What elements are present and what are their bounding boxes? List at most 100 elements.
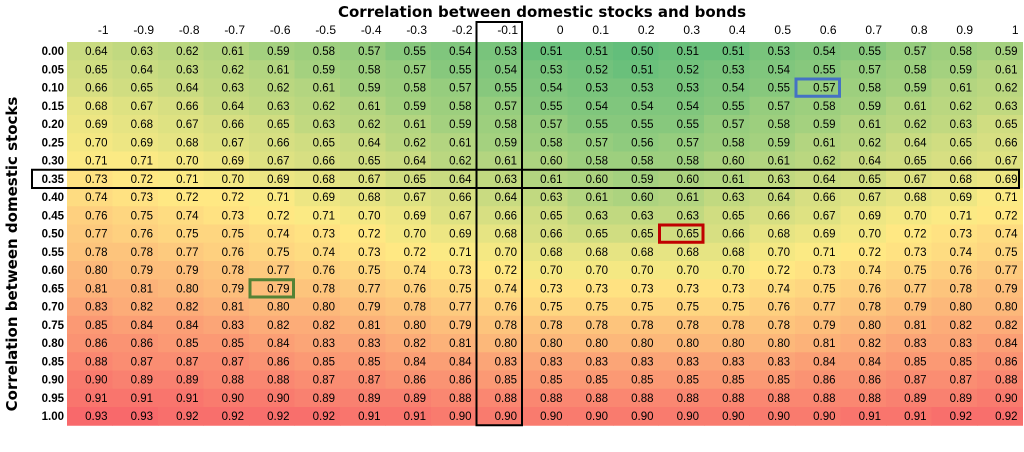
cell-value-label: 0.76 [495,302,517,314]
heat-cell [431,334,477,353]
cell-value-label: 0.82 [859,338,881,350]
cell-value-label: 0.58 [404,83,426,95]
cell-value-label: 0.65 [85,64,107,76]
heat-cell [476,169,523,189]
cell-value-label: 0.58 [495,119,517,131]
heat-cell [658,60,705,79]
heat-cell [567,407,614,426]
cell-value-label: 0.88 [722,393,744,405]
cell-value-label: 0.65 [950,137,972,149]
heat-cell [977,407,1023,426]
heat-cell [476,315,523,335]
cell-value-label: 0.70 [495,247,517,259]
cell-value-label: 0.53 [677,83,699,95]
cell-value-label: 0.58 [677,156,699,168]
cell-value-label: 0.91 [404,411,426,423]
heat-cell [294,42,341,61]
heat-cell [749,96,796,116]
cell-value-label: 0.65 [677,229,699,241]
heat-cell [67,315,113,335]
cell-value-label: 0.64 [449,174,472,186]
cell-value-label: 0.55 [449,64,471,76]
cell-value-label: 0.80 [768,338,790,350]
cell-value-label: 0.59 [404,101,426,113]
cell-value-label: 0.85 [950,356,972,368]
heat-cell [340,407,386,426]
cell-value-label: 0.78 [495,320,517,332]
heat-cell [385,352,432,371]
y-tick-label: 0.85 [42,356,65,368]
cell-value-label: 0.68 [904,192,926,204]
cell-value-label: 0.88 [267,375,289,387]
cell-value-label: 0.61 [540,174,562,186]
heat-cell [977,261,1023,280]
heat-cell [203,206,250,225]
cell-value-label: 0.72 [358,229,380,241]
cell-value-label: 0.70 [222,174,244,186]
heat-cell [476,188,523,207]
heat-cell [340,115,386,134]
heat-cell [158,370,204,390]
cell-value-label: 0.65 [267,119,289,131]
cell-value-label: 0.64 [358,137,381,149]
cell-value-label: 0.79 [267,283,289,295]
cell-value-label: 0.82 [950,320,972,332]
cell-value-label: 0.55 [495,83,517,95]
cell-value-label: 0.76 [768,302,790,314]
heat-cell [567,352,614,371]
cell-value-label: 0.82 [131,302,153,314]
cell-value-label: 0.76 [950,265,972,277]
heat-cell [522,407,568,426]
heat-cell [112,133,159,152]
cell-value-label: 0.89 [358,393,380,405]
heat-cell [431,242,477,262]
y-tick-label: 0.45 [42,210,65,222]
cell-value-label: 0.64 [768,192,791,204]
cell-value-label: 0.65 [904,156,926,168]
heat-cell [294,334,341,353]
cell-value-label: 0.74 [176,210,199,222]
heat-cell [249,42,295,61]
heat-cell [613,60,659,79]
heat-cell [158,169,204,189]
heat-cell [294,388,341,408]
cell-value-label: 0.74 [313,247,336,259]
cell-value-label: 0.85 [85,320,107,332]
cell-value-label: 0.71 [267,192,289,204]
cell-value-label: 0.72 [222,192,244,204]
cell-value-label: 0.76 [404,283,426,295]
x-tick-label: 0.5 [774,23,791,37]
heat-cell [931,115,978,134]
cell-value-label: 0.88 [540,393,562,405]
heat-cell [749,42,796,61]
heat-cell [294,279,341,298]
cell-value-label: 0.55 [404,46,426,58]
cell-value-label: 0.87 [950,375,972,387]
cell-value-label: 0.70 [677,265,699,277]
heat-cell [203,352,250,371]
cell-value-label: 0.86 [85,338,107,350]
heat-cell [567,388,614,408]
cell-value-label: 0.83 [950,338,972,350]
heat-cell [977,206,1023,225]
heat-cell [613,334,659,353]
heat-cell [931,370,978,390]
x-tick-label: 0 [557,23,564,37]
heat-cell [840,60,887,79]
heat-cell [385,42,432,61]
cell-value-label: 0.59 [813,119,835,131]
heat-cell [340,279,386,298]
heat-cell [340,334,386,353]
column-outline [475,21,523,427]
heat-cell [294,352,341,371]
heat-cell [886,169,932,189]
heat-cell [886,315,932,335]
heat-cell [931,352,978,371]
y-tick-label: 0.30 [42,156,64,168]
cell-value-label: 0.69 [131,137,153,149]
heat-cell [613,42,659,61]
heat-cell [977,169,1023,189]
heat-cell [431,169,477,189]
cell-value-label: 0.91 [904,411,926,423]
